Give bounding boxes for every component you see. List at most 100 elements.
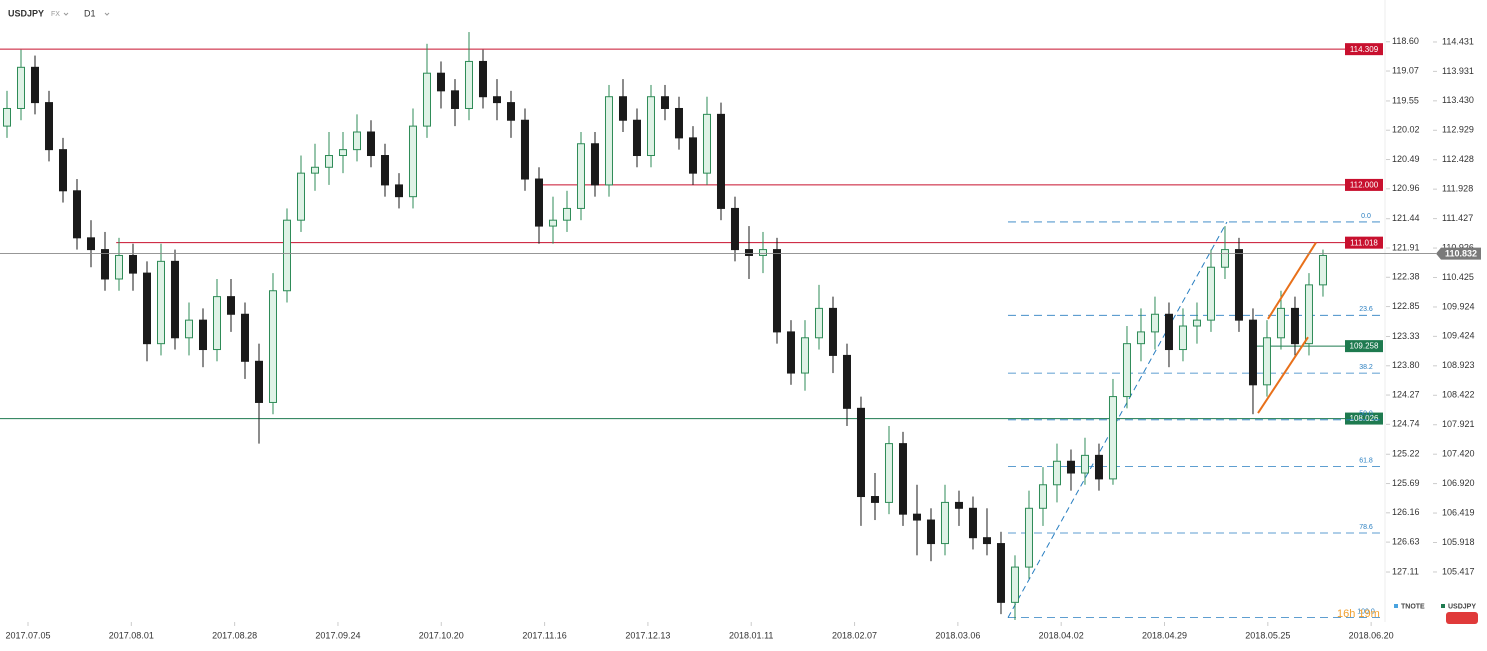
dropdown-arrow[interactable] bbox=[104, 12, 110, 16]
candle-body bbox=[800, 337, 809, 374]
candle-body bbox=[72, 190, 81, 239]
level-label: 114.309 bbox=[1350, 45, 1379, 54]
candle-body bbox=[996, 543, 1005, 603]
candle-body bbox=[1164, 313, 1173, 351]
fib-trend bbox=[1007, 221, 1228, 618]
fib-label: 0.0 bbox=[1361, 213, 1371, 220]
y2-tick-label: 122.38 bbox=[1392, 272, 1420, 282]
legend-swatch bbox=[1441, 604, 1445, 608]
x-tick-label: 2017.12.13 bbox=[625, 630, 670, 640]
candle-body bbox=[898, 443, 907, 515]
y2-tick-label: 121.44 bbox=[1392, 213, 1420, 223]
x-tick-label: 2017.11.16 bbox=[522, 630, 566, 640]
candle-body bbox=[674, 107, 683, 139]
candle-body bbox=[1178, 325, 1187, 351]
candle-body bbox=[1052, 460, 1061, 486]
candle-body bbox=[954, 501, 963, 509]
candle-body bbox=[324, 155, 333, 168]
y2-tick-label: 126.63 bbox=[1392, 536, 1420, 546]
candle-body bbox=[758, 249, 767, 256]
candle-body bbox=[618, 96, 627, 121]
x-tick-label: 2018.01.11 bbox=[729, 630, 773, 640]
candle-body bbox=[842, 354, 851, 409]
candle-body bbox=[772, 249, 781, 333]
x-tick-label: 2017.08.28 bbox=[212, 630, 257, 640]
y2-tick-label: 124.27 bbox=[1392, 389, 1420, 399]
candle-body bbox=[254, 360, 263, 403]
legend-label: USDJPY bbox=[1448, 603, 1476, 610]
candle-body bbox=[730, 207, 739, 251]
market: FX bbox=[51, 11, 60, 18]
x-tick-label: 2017.08.01 bbox=[109, 630, 154, 640]
y-tick-label: 105.417 bbox=[1442, 566, 1475, 576]
symbol[interactable]: USDJPY bbox=[8, 8, 44, 18]
candle-body bbox=[1304, 284, 1313, 345]
candle-body bbox=[226, 296, 235, 315]
fib-label: 50.0 bbox=[1359, 411, 1373, 418]
y2-tick-label: 119.07 bbox=[1392, 65, 1419, 75]
y-tick-label: 113.430 bbox=[1442, 95, 1474, 105]
y2-tick-label: 121.91 bbox=[1392, 242, 1420, 252]
candle-body bbox=[534, 178, 543, 227]
candle-body bbox=[338, 149, 347, 157]
candle-body bbox=[450, 90, 459, 109]
candle-body bbox=[282, 219, 291, 292]
dropdown-arrow[interactable] bbox=[63, 12, 69, 16]
candle-body bbox=[268, 290, 277, 403]
y2-tick-label: 120.96 bbox=[1392, 183, 1420, 193]
candle-body bbox=[1038, 484, 1047, 509]
y-tick-label: 108.923 bbox=[1442, 360, 1475, 370]
candle-body bbox=[968, 507, 977, 539]
candle-body bbox=[702, 113, 711, 174]
y2-tick-label: 123.80 bbox=[1392, 360, 1420, 370]
candle-body bbox=[604, 96, 613, 186]
candle-body bbox=[114, 254, 123, 280]
fib-label: 78.6 bbox=[1359, 524, 1373, 531]
y2-tick-label: 120.49 bbox=[1392, 154, 1420, 164]
candle-body bbox=[1192, 319, 1201, 327]
x-tick-label: 2018.05.25 bbox=[1245, 630, 1290, 640]
candle-body bbox=[1290, 307, 1299, 345]
candle-body bbox=[548, 219, 557, 227]
y-tick-label: 112.929 bbox=[1442, 125, 1474, 135]
y-tick-label: 107.921 bbox=[1442, 419, 1475, 429]
y2-tick-label: 123.33 bbox=[1392, 331, 1420, 341]
candle-body bbox=[170, 260, 179, 339]
candle-body bbox=[1318, 254, 1327, 286]
legend-label: TNOTE bbox=[1401, 603, 1425, 610]
candle-body bbox=[1206, 266, 1215, 321]
y-tick-label: 110.926 bbox=[1442, 242, 1474, 252]
candle-body bbox=[1108, 396, 1117, 480]
candle-body bbox=[1136, 331, 1145, 345]
candle-body bbox=[940, 501, 949, 545]
timer: 16h 19m bbox=[1337, 608, 1380, 620]
fib-label: 100.0 bbox=[1357, 608, 1375, 615]
x-tick-label: 2018.04.02 bbox=[1039, 630, 1084, 640]
candle-body bbox=[478, 60, 487, 98]
candle-body bbox=[436, 72, 445, 92]
x-tick-label: 2018.04.29 bbox=[1142, 630, 1187, 640]
fib-label: 38.2 bbox=[1359, 364, 1373, 371]
y2-tick-label: 125.22 bbox=[1392, 449, 1420, 459]
candle-body bbox=[128, 254, 137, 274]
level-label: 108.026 bbox=[1350, 414, 1379, 423]
y-tick-label: 111.427 bbox=[1442, 213, 1473, 223]
y-tick-label: 110.425 bbox=[1442, 272, 1474, 282]
candle-body bbox=[352, 131, 361, 151]
x-tick-label: 2018.03.06 bbox=[935, 630, 980, 640]
x-tick-label: 2017.09.24 bbox=[315, 630, 360, 640]
candle-body bbox=[366, 131, 375, 157]
candle-body bbox=[912, 513, 921, 521]
y2-tick-label: 124.74 bbox=[1392, 419, 1420, 429]
interval[interactable]: D1 bbox=[84, 8, 96, 18]
y2-tick-label: 125.69 bbox=[1392, 478, 1420, 488]
remove-button[interactable] bbox=[1446, 612, 1478, 624]
fib-label: 23.6 bbox=[1359, 306, 1373, 313]
fib-label: 61.8 bbox=[1359, 457, 1373, 464]
y2-tick-label: 118.60 bbox=[1392, 36, 1419, 46]
candle-body bbox=[58, 149, 67, 192]
y2-tick-label: 120.02 bbox=[1392, 125, 1420, 135]
candle-body bbox=[716, 113, 725, 209]
